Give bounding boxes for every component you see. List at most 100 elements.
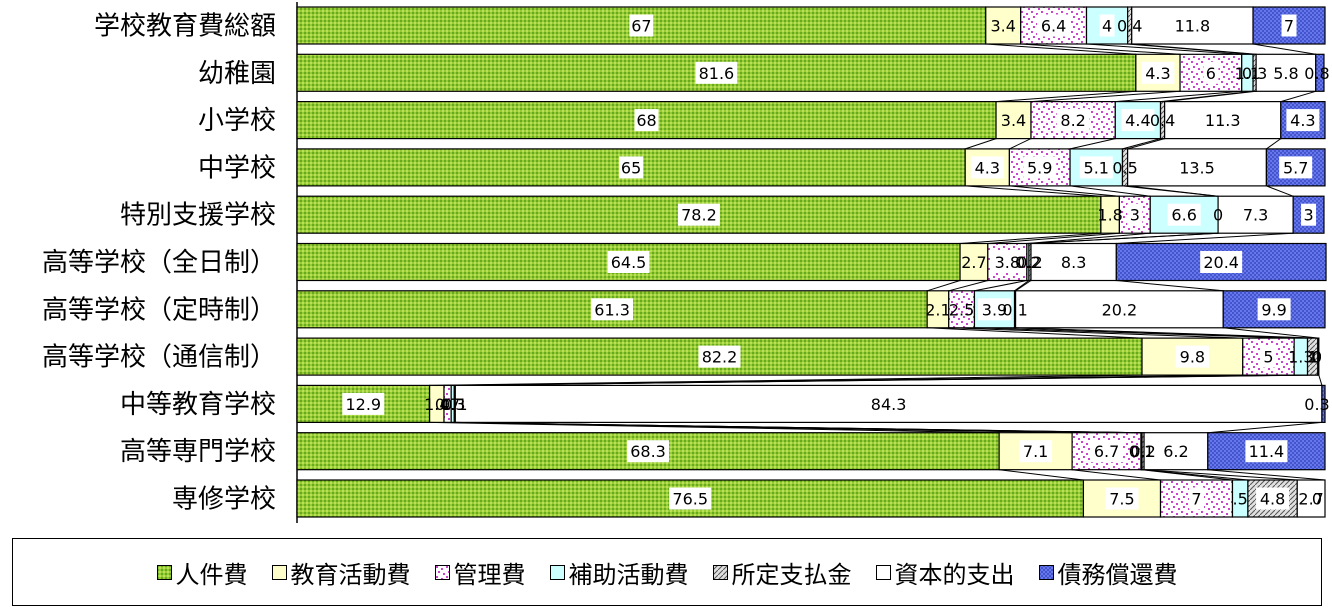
series-connector [987, 232, 1120, 244]
data-label: 9.8 [1180, 348, 1205, 367]
data-label: 6.6 [1171, 206, 1196, 225]
series-connector [965, 185, 1101, 197]
bar-segment [995, 100, 1032, 140]
legend-swatch [434, 564, 450, 580]
data-label: 0 [1312, 490, 1322, 509]
legend-label: 教育活動費 [290, 560, 411, 589]
data-label: 8.3 [1061, 253, 1086, 272]
data-label-box [342, 392, 385, 415]
data-label-box [669, 487, 712, 510]
data-label-box [1189, 487, 1204, 510]
category-label: 特別支援学校 [120, 201, 276, 231]
series-connector [455, 374, 1318, 386]
category-label: 幼稚園 [198, 59, 276, 89]
series-connector [1266, 185, 1294, 197]
series-connector [1069, 138, 1116, 150]
legend-label: 所定支払金 [731, 560, 852, 589]
data-label: 0 [1312, 348, 1322, 367]
data-label: 6.7 [1094, 442, 1119, 461]
series-connector [1009, 185, 1120, 197]
legend-label: 人件費 [175, 560, 248, 589]
data-label: 0.1 [442, 395, 467, 414]
legend: 人件費 教育活動費 管理費 補助活動費 所定支払金 資本的支出 債務償還費 [12, 538, 1322, 606]
data-label: 4 [1102, 17, 1112, 36]
data-label: 20.2 [1102, 300, 1138, 319]
data-label: 7 [1191, 490, 1201, 509]
data-label: 2.7 [1298, 490, 1323, 509]
series-connector [455, 421, 1145, 434]
category-label: 高等学校（通信制） [42, 343, 276, 373]
data-label-box [1079, 156, 1113, 179]
series-connector [999, 469, 1084, 481]
data-label: 4.3 [1290, 111, 1315, 130]
series-connector [1127, 185, 1219, 197]
series-connector [1072, 469, 1161, 481]
data-label: .5 [1233, 490, 1248, 509]
data-label: 0.3 [1304, 395, 1329, 414]
data-label-box [1175, 345, 1209, 368]
legend-swatch [271, 564, 287, 580]
data-label-box [591, 298, 634, 321]
series-connector [1030, 232, 1219, 244]
data-label-box [1098, 298, 1141, 321]
data-label-box [1245, 440, 1288, 463]
data-label-box [1279, 156, 1313, 179]
data-label: 0.1 [1129, 442, 1154, 461]
data-label: 0.7 [435, 395, 460, 414]
data-label: 7.1 [1023, 442, 1048, 461]
legend-swatch [875, 564, 891, 580]
data-label-box [1167, 203, 1201, 226]
series-connector [974, 280, 1027, 292]
series-connector [996, 90, 1136, 103]
data-label: 7.5 [1109, 490, 1134, 509]
series-connector [1015, 280, 1032, 292]
data-label: 0.5 [1112, 158, 1137, 177]
data-label-box [1257, 298, 1291, 321]
data-label-box [1159, 440, 1193, 463]
legend-label: 管理費 [453, 560, 526, 589]
data-label: 82.2 [702, 348, 738, 367]
data-label: 0.4 [1150, 111, 1175, 130]
data-label-box [1019, 440, 1053, 463]
series-connector [927, 327, 1143, 339]
data-label: 5.1 [1084, 158, 1109, 177]
data-label: 3.4 [1001, 111, 1026, 130]
data-label-box [698, 345, 741, 368]
data-label: 2.7 [961, 253, 986, 272]
series-connector [1223, 327, 1319, 339]
data-label: 1.1 [1235, 64, 1260, 83]
series-connector [1115, 90, 1242, 103]
data-label: 0.3 [1242, 64, 1267, 83]
data-label-box [607, 251, 650, 273]
data-label-box [1176, 156, 1219, 179]
data-label: 2.1 [925, 300, 950, 319]
legend-label: 資本的支出 [894, 560, 1015, 589]
data-label: 1 [1308, 348, 1318, 367]
data-label: 0.4 [1117, 17, 1142, 36]
series-connector [1207, 421, 1322, 434]
series-connector [1144, 469, 1298, 481]
data-label: 0.2 [1017, 253, 1042, 272]
data-label: 5 [1263, 348, 1273, 367]
data-label: 5.8 [1273, 64, 1298, 83]
legend-label: 補助活動費 [568, 560, 689, 589]
data-label-box [629, 14, 654, 37]
legend-item: 管理費 [434, 555, 526, 590]
series-connector [1116, 280, 1224, 292]
legend-item: 債務償還費 [1038, 555, 1178, 590]
series-connector [985, 43, 1136, 55]
series-connector [1026, 232, 1151, 244]
data-label: 6.2 [1163, 442, 1188, 461]
data-label: 65 [621, 158, 641, 177]
bar-segment [1315, 53, 1325, 92]
data-label: 0.3 [440, 395, 465, 414]
data-label: 7 [1284, 17, 1294, 36]
series-connector [1318, 374, 1323, 386]
data-label-box [977, 298, 1011, 321]
data-label-box [990, 251, 1024, 273]
series-connector [965, 138, 997, 150]
series-connector [1141, 469, 1248, 481]
series-connector [1127, 138, 1165, 150]
data-label-box [695, 61, 738, 84]
data-label: 11.3 [1205, 111, 1241, 130]
